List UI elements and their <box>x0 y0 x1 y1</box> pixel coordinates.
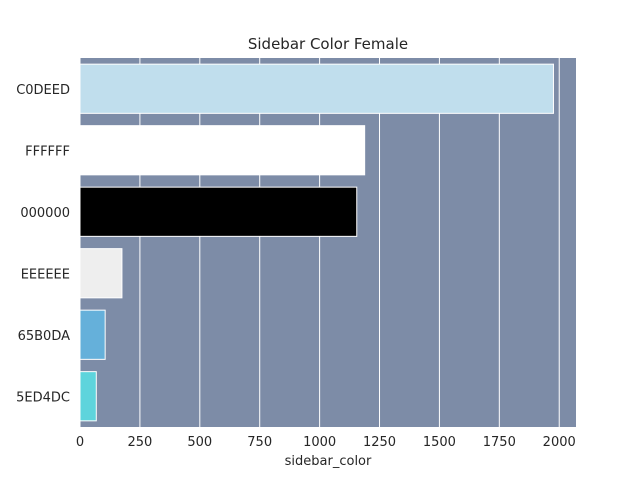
bar-000000 <box>79 186 358 237</box>
grid-lines <box>79 58 560 427</box>
x-tick-label: 1250 <box>363 435 396 450</box>
bar-eeeeee <box>79 248 123 299</box>
bars <box>79 63 554 422</box>
x-tick-label: 1000 <box>303 435 336 450</box>
chart-title: Sidebar Color Female <box>248 35 408 53</box>
bar-5ed4dc <box>79 371 97 422</box>
y-tick-label: 65B0DA <box>18 329 71 344</box>
bar-ffffff <box>79 125 366 176</box>
x-tick-label: 500 <box>187 435 212 450</box>
y-tick-label: EEEEEE <box>21 267 70 282</box>
y-tick-label: FFFFFF <box>25 144 70 159</box>
y-tick-label: 000000 <box>20 206 70 221</box>
y-tick-labels: C0DEED FFFFFF 000000 EEEEEE 65B0DA 5ED4DC <box>16 83 70 406</box>
x-tick-labels: 0 250 500 750 1000 1250 1500 1750 2000 <box>76 435 576 450</box>
bar-c0deed <box>79 63 554 114</box>
x-tick-label: 750 <box>247 435 272 450</box>
x-tick-label: 1750 <box>483 435 516 450</box>
bar-65b0da <box>79 309 106 360</box>
y-tick-label: 5ED4DC <box>16 390 70 405</box>
plot-background <box>80 58 576 427</box>
x-tick-label: 0 <box>76 435 84 450</box>
x-tick-label: 2000 <box>543 435 576 450</box>
y-tick-label: C0DEED <box>16 83 70 98</box>
x-tick-label: 1500 <box>423 435 456 450</box>
x-axis-label: sidebar_color <box>285 454 372 469</box>
x-tick-label: 250 <box>127 435 152 450</box>
